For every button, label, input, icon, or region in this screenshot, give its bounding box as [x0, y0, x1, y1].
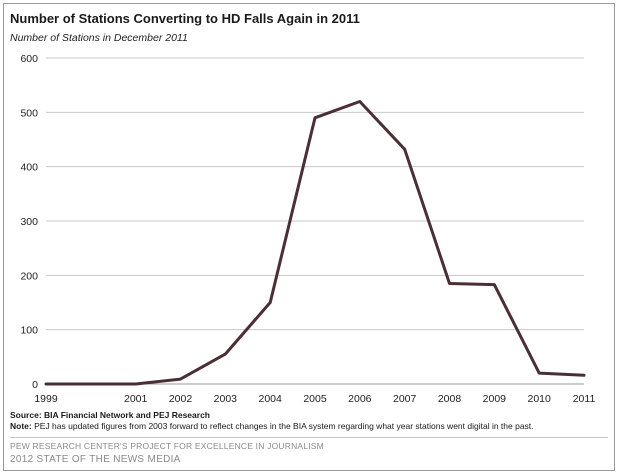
source-line: Source: BIA Financial Network and PEJ Re… — [10, 410, 210, 420]
data-point — [537, 371, 541, 375]
note-text: PEJ has updated figures from 2003 forwar… — [34, 421, 534, 431]
data-point — [179, 377, 182, 381]
data-point — [358, 100, 362, 103]
y-tick-label: 400 — [20, 162, 38, 174]
data-point — [493, 283, 496, 286]
data-point — [582, 374, 586, 377]
data-point — [224, 352, 227, 356]
x-tick-label: 2006 — [348, 393, 372, 405]
x-tick-label: 2001 — [124, 393, 148, 405]
chart-title: Number of Stations Converting to HD Fall… — [10, 11, 360, 26]
y-tick-label: 100 — [20, 325, 38, 337]
x-tick-label: 2011 — [573, 393, 596, 405]
x-tick-label: 2010 — [527, 393, 551, 405]
y-tick-label: 500 — [20, 107, 38, 119]
chart-frame: Number of Stations Converting to HD Fall… — [3, 3, 615, 471]
note-label: Note: — [10, 421, 32, 431]
data-point — [403, 148, 406, 151]
x-tick-label: 2003 — [214, 393, 238, 405]
x-tick-label: 2008 — [438, 393, 462, 405]
data-point — [268, 301, 272, 304]
source-label: Source: — [10, 410, 42, 420]
x-tick-label: 2009 — [483, 393, 507, 405]
x-tick-label: 1999 — [34, 393, 58, 405]
footer-report-title: 2012 STATE OF THE NEWS MEDIA — [10, 454, 181, 465]
note-line: Note: PEJ has updated figures from 2003 … — [10, 421, 534, 431]
data-point — [44, 382, 48, 386]
y-tick-label: 600 — [20, 53, 38, 65]
x-tick-label: 2005 — [303, 393, 327, 405]
chart-subtitle: Number of Stations in December 2011 — [10, 32, 188, 44]
y-tick-label: 300 — [20, 216, 38, 228]
data-point — [89, 382, 93, 386]
line-chart: 0 100 200 300 400 500 600 1999 2001 2002 2003 2004 2… — [20, 53, 596, 405]
data-point — [313, 116, 317, 119]
series-line — [44, 100, 586, 386]
footer-divider — [10, 437, 608, 438]
y-tick-label: 0 — [32, 379, 38, 391]
data-point — [448, 282, 451, 285]
source-text: BIA Financial Network and PEJ Research — [44, 410, 210, 420]
y-tick-label: 200 — [20, 270, 38, 282]
x-tick-label: 2007 — [393, 393, 417, 405]
x-tick-label: 2004 — [258, 393, 282, 405]
data-point — [134, 382, 137, 386]
footer-organization: PEW RESEARCH CENTER'S PROJECT FOR EXCELL… — [10, 441, 324, 451]
x-tick-label: 2002 — [169, 393, 193, 405]
